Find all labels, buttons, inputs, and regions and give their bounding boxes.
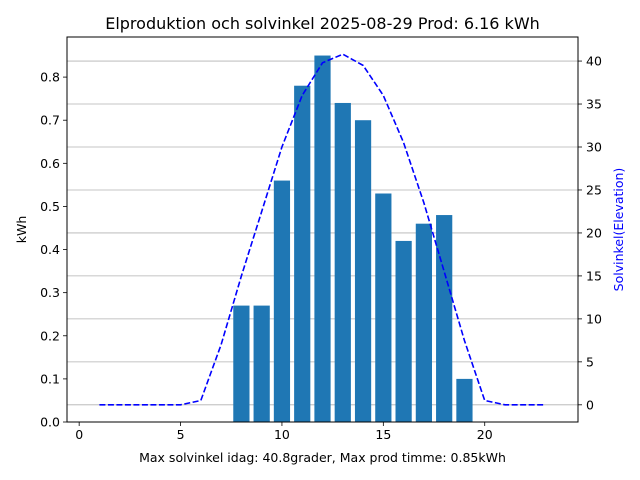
- y-tick-label: 0.3: [40, 285, 60, 300]
- y2-tick-label: 0: [586, 397, 594, 412]
- y2-axis-label: Solvinkel(Elevation): [611, 168, 626, 292]
- x-axis-ticks: 0 5 10 15 20: [75, 422, 493, 442]
- x-tick-label: 15: [375, 427, 391, 442]
- y-tick-label: 0.6: [40, 156, 60, 171]
- x-tick-label: 20: [477, 427, 493, 442]
- y2-tick-label: 20: [586, 225, 602, 240]
- y2-tick-label: 35: [586, 97, 602, 112]
- plot-frame: [66, 36, 579, 423]
- x-tick-label: 5: [177, 427, 185, 442]
- y2-tick-label: 10: [586, 311, 602, 326]
- y-tick-label: 0.8: [40, 70, 60, 85]
- bar-hour-9: [253, 305, 270, 422]
- y-tick-label: 0.2: [40, 328, 60, 343]
- bar-hour-19: [456, 378, 473, 422]
- bar-hour-17: [415, 223, 432, 422]
- bar-hour-10: [273, 180, 291, 422]
- y-tick-label: 0.1: [40, 371, 60, 386]
- x-axis-label: Max solvinkel idag: 40.8grader, Max prod…: [139, 450, 506, 465]
- y-axis-label: kWh: [14, 216, 29, 244]
- y-tick-label: 0.0: [40, 415, 60, 430]
- y2-tick-label: 40: [586, 54, 602, 69]
- y-tick-label: 0.7: [40, 113, 60, 128]
- y2-tick-label: 5: [586, 354, 594, 369]
- chart-title: Elproduktion och solvinkel 2025-08-29 Pr…: [105, 14, 540, 33]
- elevation-line: [99, 53, 546, 406]
- bar-hour-14: [354, 120, 372, 423]
- y2-tick-label: 30: [586, 140, 602, 155]
- bar-hour-13: [334, 102, 351, 422]
- y-tick-label: 0.4: [40, 242, 60, 257]
- y2-axis-ticks: 0 5 10 15 20 25 30 35 40: [578, 54, 602, 412]
- bar-hour-16: [395, 240, 412, 422]
- bar-hour-18: [436, 215, 453, 422]
- production-bars: [233, 55, 473, 423]
- bar-hour-15: [375, 193, 392, 422]
- bar-hour-8: [233, 305, 250, 422]
- bar-hour-11: [294, 85, 311, 422]
- y-tick-label: 0.5: [40, 199, 60, 214]
- x-tick-label: 10: [274, 427, 290, 442]
- y-axis-ticks: 0.0 0.1 0.2 0.3 0.4 0.5 0.6 0.7 0.8: [40, 70, 67, 430]
- x-tick-label: 0: [75, 427, 83, 442]
- bar-hour-12: [314, 55, 331, 422]
- y2-tick-label: 25: [586, 182, 602, 197]
- elevation-series: [99, 53, 546, 406]
- y2-tick-label: 15: [586, 268, 602, 283]
